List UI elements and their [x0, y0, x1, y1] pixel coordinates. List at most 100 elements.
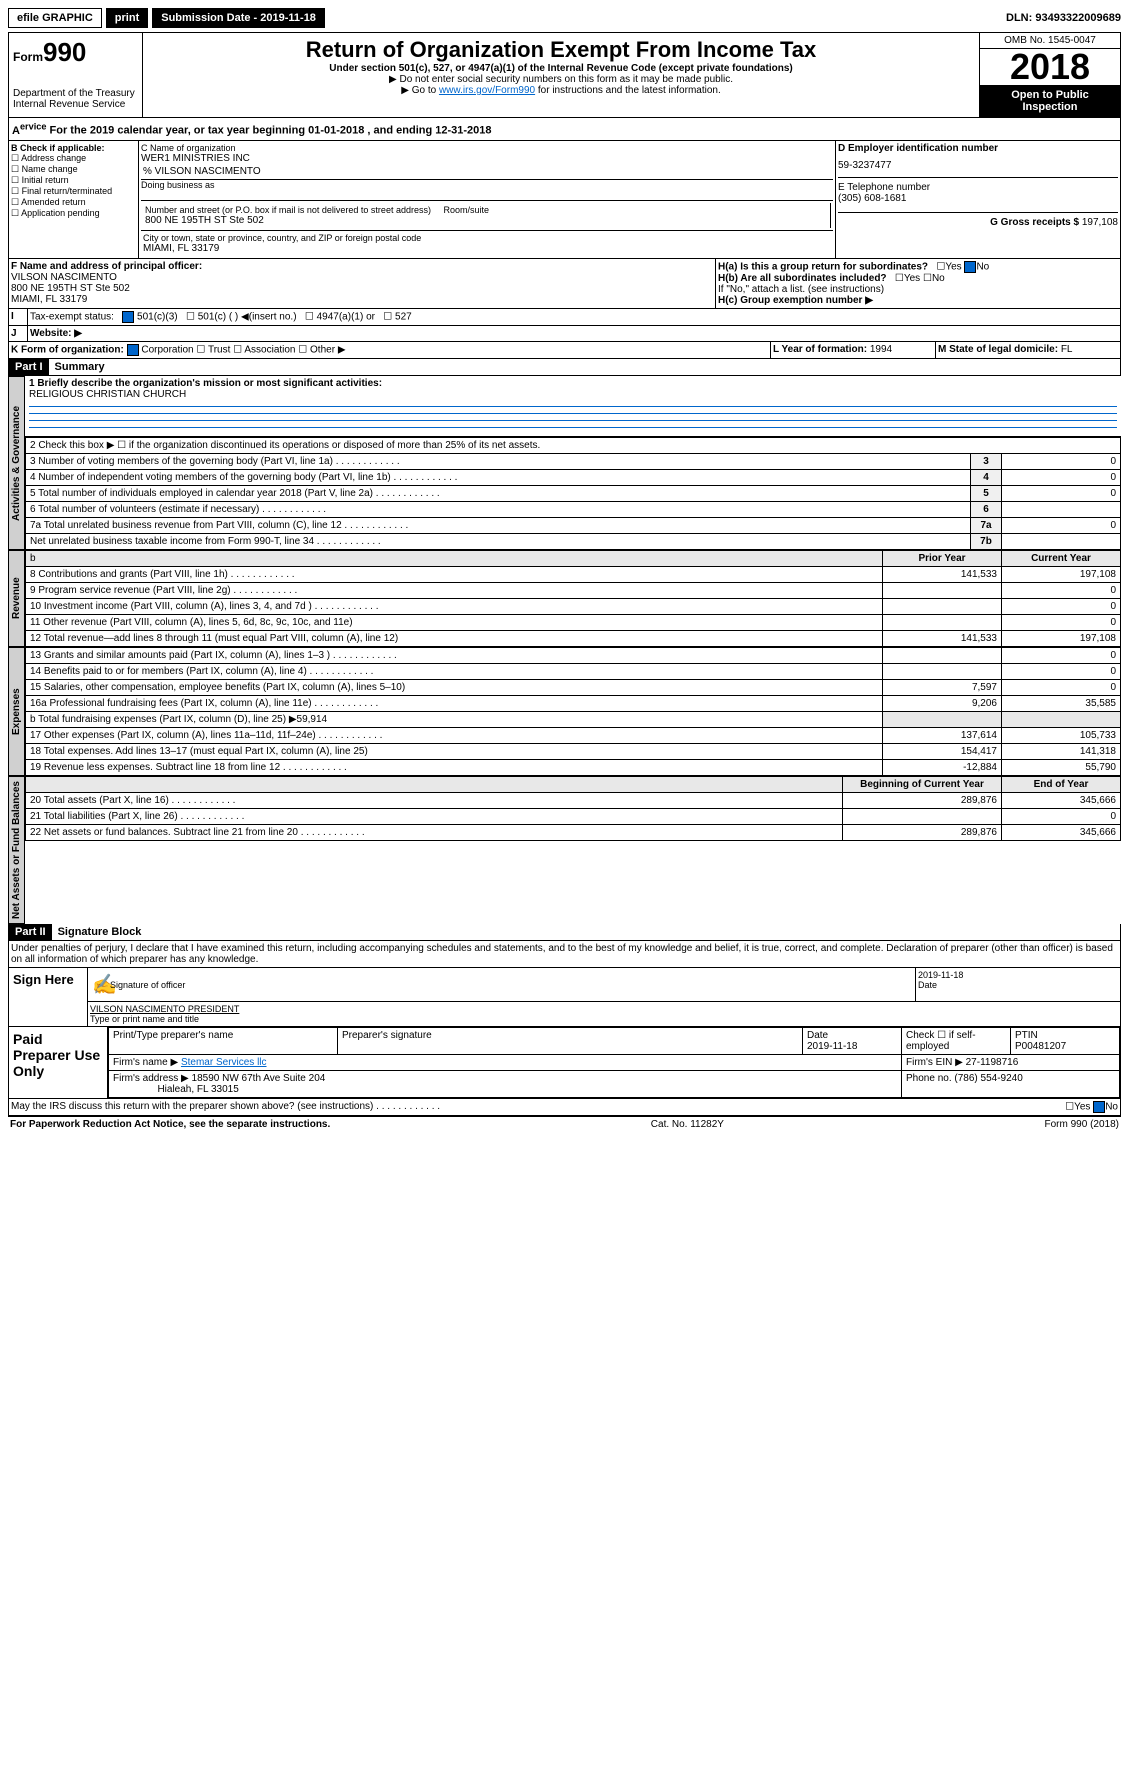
line9: 9 Program service revenue (Part VIII, li…: [26, 582, 883, 598]
corp[interactable]: Corporation: [141, 344, 193, 355]
dept-label: Department of the Treasury: [13, 88, 138, 99]
line1-label: 1 Briefly describe the organization's mi…: [29, 378, 382, 389]
prep-name-hdr: Print/Type preparer's name: [109, 1027, 338, 1054]
assoc[interactable]: Association: [244, 344, 295, 355]
checkmark-icon: [127, 344, 139, 356]
l13-prior: [883, 647, 1002, 663]
officer-label: F Name and address of principal officer:: [11, 261, 202, 272]
line8: 8 Contributions and grants (Part VIII, l…: [26, 566, 883, 582]
ptin-label: PTIN: [1015, 1030, 1038, 1041]
revenue-table: bPrior YearCurrent Year 8 Contributions …: [25, 550, 1121, 647]
hb-note: If "No," attach a list. (see instruction…: [718, 284, 1118, 295]
l8-curr: 197,108: [1002, 566, 1121, 582]
other[interactable]: Other ▶: [310, 344, 345, 355]
officer-addr2: MIAMI, FL 33179: [11, 294, 87, 305]
paid-preparer-label: Paid Preparer Use Only: [9, 1027, 108, 1098]
ha-no[interactable]: No: [976, 261, 989, 272]
city-label: City or town, state or province, country…: [143, 233, 831, 243]
l19-curr: 55,790: [1002, 759, 1121, 775]
line7b: Net unrelated business taxable income fr…: [26, 533, 971, 549]
form990-link[interactable]: www.irs.gov/Form990: [439, 85, 535, 96]
irs-label: Internal Revenue Service: [13, 99, 138, 110]
chk-final[interactable]: Final return/terminated: [22, 186, 113, 196]
l21-begin: [843, 808, 1002, 824]
501c[interactable]: 501(c) ( ) ◀(insert no.): [198, 311, 297, 322]
dba-label: Doing business as: [141, 179, 833, 190]
l19-prior: -12,884: [883, 759, 1002, 775]
l15-prior: 7,597: [883, 679, 1002, 695]
chk-name-change[interactable]: Name change: [22, 164, 78, 174]
line7a-val: 0: [1002, 517, 1121, 533]
chk-address-change[interactable]: Address change: [21, 153, 86, 163]
domicile: FL: [1061, 344, 1073, 355]
submission-date: Submission Date - 2019-11-18: [152, 8, 325, 28]
chk-pending[interactable]: Application pending: [21, 208, 100, 218]
form-header: Form990 Department of the Treasury Inter…: [8, 32, 1121, 118]
print-button[interactable]: print: [106, 8, 148, 28]
firm-ein: 27-1198716: [966, 1057, 1019, 1068]
discuss-yes[interactable]: Yes: [1074, 1101, 1090, 1112]
expenses-table: 13 Grants and similar amounts paid (Part…: [25, 647, 1121, 776]
hb-no[interactable]: No: [932, 273, 945, 284]
l10-curr: 0: [1002, 598, 1121, 614]
l9-prior: [883, 582, 1002, 598]
firm-name[interactable]: Stemar Services llc: [181, 1057, 267, 1068]
self-employed[interactable]: Check ☐ if self-employed: [902, 1027, 1011, 1054]
ha-label: H(a) Is this a group return for subordin…: [718, 261, 928, 272]
part1-title: Summary: [49, 359, 111, 375]
exempt-label: Tax-exempt status:: [30, 311, 114, 322]
l16a-curr: 35,585: [1002, 695, 1121, 711]
part1-header: Part I: [9, 359, 49, 375]
chk-initial[interactable]: Initial return: [22, 175, 69, 185]
website-label: Website: ▶: [30, 328, 82, 339]
501c3[interactable]: 501(c)(3): [137, 311, 178, 322]
period-line: Aervice For the 2019 calendar year, or t…: [9, 118, 495, 140]
l14-prior: [883, 663, 1002, 679]
527[interactable]: 527: [395, 311, 412, 322]
signer-name: VILSON NASCIMENTO PRESIDENT: [90, 1004, 239, 1014]
signer-name-label: Type or print name and title: [90, 1014, 199, 1024]
form-title: Return of Organization Exempt From Incom…: [147, 37, 975, 63]
perjury-statement: Under penalties of perjury, I declare th…: [8, 941, 1121, 968]
line14: 14 Benefits paid to or for members (Part…: [26, 663, 883, 679]
hb-yes[interactable]: Yes: [904, 273, 920, 284]
line5-val: 0: [1002, 485, 1121, 501]
line5: 5 Total number of individuals employed i…: [26, 485, 971, 501]
prep-date: 2019-11-18: [807, 1041, 857, 1052]
ha-yes[interactable]: Yes: [945, 261, 961, 272]
line17: 17 Other expenses (Part IX, column (A), …: [26, 727, 883, 743]
year-formation: 1994: [870, 344, 892, 355]
l22-end: 345,666: [1002, 824, 1121, 840]
care-of: % VILSON NASCIMENTO: [143, 166, 261, 177]
line20: 20 Total assets (Part X, line 16): [26, 792, 843, 808]
trust[interactable]: Trust: [208, 344, 230, 355]
box-b-label: B Check if applicable:: [11, 143, 136, 153]
l12-prior: 141,533: [883, 630, 1002, 646]
sig-label: Signature of officer: [110, 980, 185, 990]
dln: DLN: 93493322009689: [1006, 12, 1121, 24]
l17-prior: 137,614: [883, 727, 1002, 743]
form-prefix: Form: [13, 50, 43, 64]
goto-pre: ▶ Go to: [401, 85, 439, 96]
form-number: 990: [43, 37, 86, 67]
checkmark-icon: [122, 311, 134, 323]
chk-amended[interactable]: Amended return: [21, 197, 86, 207]
box-i: I: [9, 309, 28, 325]
vtab-activities: Activities & Governance: [8, 376, 25, 550]
firm-label: Firm's name ▶: [113, 1057, 178, 1068]
line19: 19 Revenue less expenses. Subtract line …: [26, 759, 883, 775]
l12-curr: 197,108: [1002, 630, 1121, 646]
vtab-revenue: Revenue: [8, 550, 25, 647]
mission: RELIGIOUS CHRISTIAN CHURCH: [29, 389, 186, 400]
line10: 10 Investment income (Part VIII, column …: [26, 598, 883, 614]
l13-curr: 0: [1002, 647, 1121, 663]
hdr-b: b: [26, 550, 883, 566]
discuss-no[interactable]: No: [1105, 1101, 1118, 1112]
4947a1[interactable]: 4947(a)(1) or: [317, 311, 375, 322]
line4-val: 0: [1002, 469, 1121, 485]
cat-no: Cat. No. 11282Y: [651, 1119, 724, 1130]
line6-val: [1002, 501, 1121, 517]
checkmark-icon: [964, 261, 976, 273]
l8-prior: 141,533: [883, 566, 1002, 582]
firm-ein-label: Firm's EIN ▶: [906, 1057, 963, 1068]
